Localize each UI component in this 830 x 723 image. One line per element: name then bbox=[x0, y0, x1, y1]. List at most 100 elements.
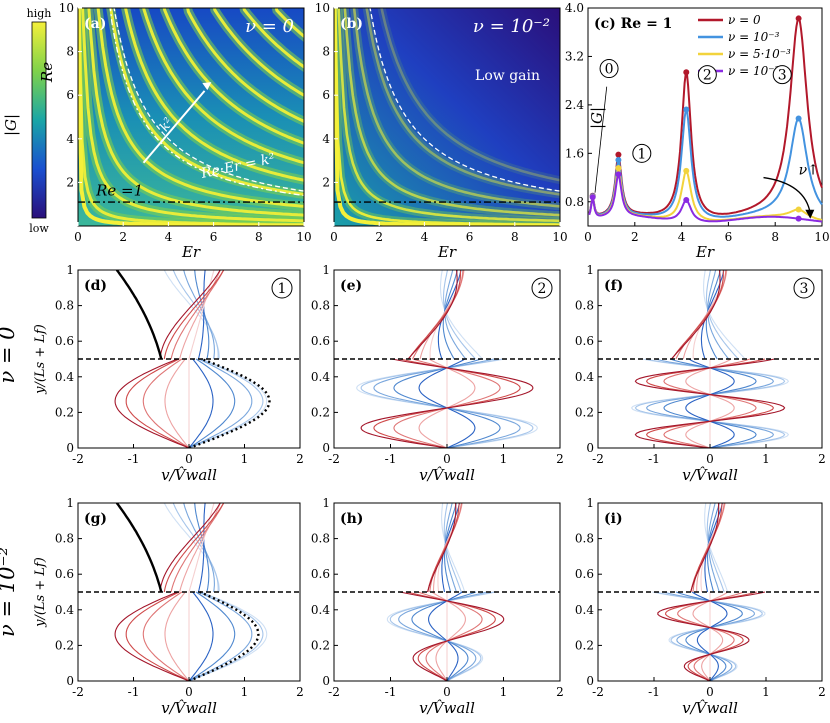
y-tick-label: 0.4 bbox=[575, 603, 594, 617]
y-tick-label: 4 bbox=[66, 132, 74, 146]
peak-point bbox=[795, 15, 802, 22]
y-tick-label: 1 bbox=[322, 496, 330, 510]
profile-curves bbox=[114, 270, 271, 448]
peak-point bbox=[795, 206, 802, 213]
y-tick-label: 0.8 bbox=[575, 299, 594, 313]
profile-curve-fluid bbox=[645, 358, 775, 448]
mode-marker-label: 2 bbox=[538, 281, 547, 297]
y-tick-label: 0.2 bbox=[55, 638, 74, 652]
y-tick-label: 0.8 bbox=[55, 532, 74, 546]
y-tick-label: 0.6 bbox=[311, 334, 330, 348]
x-tick-label: -2 bbox=[592, 452, 604, 466]
profile-curve-fluid bbox=[188, 591, 264, 681]
y-tick-label: 0.6 bbox=[55, 567, 74, 581]
x-tick-label: -1 bbox=[648, 685, 660, 699]
profile-curve-fluid bbox=[634, 358, 786, 448]
y-tick-label: 0.2 bbox=[311, 405, 330, 419]
gain-band bbox=[352, 8, 560, 208]
y-tick-label: 10 bbox=[315, 1, 330, 15]
profile-curve-fluid bbox=[125, 358, 190, 448]
gain-band bbox=[109, 8, 304, 196]
y-tick-label: 0.8 bbox=[565, 195, 584, 209]
profile-panel-f: -2 -1 0 1 2 0 0.2 0.4 0.6 0.8 1 v/V̂wall (f) 3 bbox=[575, 263, 826, 484]
y-tick-label: 0.6 bbox=[575, 567, 594, 581]
profile-curve-solid bbox=[671, 270, 724, 360]
profile-panel-g: -2 -1 0 1 2 0 0.2 0.4 0.6 0.8 1 v/V̂wall y/(Ls + Lf)… bbox=[33, 496, 304, 717]
y-axis-label: |G| bbox=[588, 107, 606, 129]
profile-curve-fluid bbox=[411, 591, 477, 681]
profile-curve-fluid bbox=[389, 591, 495, 681]
x-tick-label: 1 bbox=[762, 685, 770, 699]
profile-curve-fluid bbox=[645, 358, 775, 448]
profile-curve-fluid bbox=[188, 358, 253, 448]
x-tick-label: -1 bbox=[648, 452, 660, 466]
y-tick-label: 0.6 bbox=[575, 334, 594, 348]
x-tick-label: 2 bbox=[375, 230, 383, 244]
profile-curve-fluid bbox=[164, 358, 190, 448]
profile-curve-solid bbox=[441, 503, 466, 593]
profile-panel-e: -2 -1 0 1 2 0 0.2 0.4 0.6 0.8 1 v/V̂wall (e) 2 bbox=[311, 263, 564, 484]
series-line bbox=[588, 171, 823, 223]
envelope-solid bbox=[115, 503, 163, 593]
dashed-curve-upper bbox=[113, 8, 304, 192]
y-tick-label: 1 bbox=[66, 263, 74, 277]
mode-marker-label: 3 bbox=[800, 281, 809, 297]
x-tick-label: -1 bbox=[128, 685, 140, 699]
y-tick-label: 0.4 bbox=[311, 370, 330, 384]
x-tick-label: -2 bbox=[592, 685, 604, 699]
y-tick-label: 0.2 bbox=[311, 638, 330, 652]
mode-marker bbox=[793, 277, 815, 299]
y-axis-label: Re bbox=[38, 62, 56, 83]
gain-band-glow bbox=[362, 8, 560, 199]
profile-curve-fluid bbox=[634, 358, 786, 448]
colorbar-high-label: high bbox=[27, 7, 52, 20]
x-tick-label: 4 bbox=[421, 230, 429, 244]
x-tick-label: 2 bbox=[296, 685, 304, 699]
mode-marker bbox=[632, 143, 652, 163]
mode-marker-label: 1 bbox=[637, 146, 646, 162]
profile-curve-fluid bbox=[418, 358, 476, 448]
mode-marker bbox=[599, 59, 619, 79]
x-axis-label: Er bbox=[695, 243, 715, 261]
profile-curve-fluid bbox=[164, 591, 190, 681]
row-label-bottom: ν = 10⁻² bbox=[0, 547, 19, 637]
panel-label: (f) bbox=[604, 278, 623, 294]
k-arrow-head bbox=[202, 82, 212, 91]
y-tick-label: 3.2 bbox=[565, 49, 584, 63]
profile-curve-fluid bbox=[188, 358, 236, 448]
peak-point bbox=[683, 197, 690, 204]
x-tick-label: 0 bbox=[443, 685, 451, 699]
x-tick-label: 2 bbox=[296, 452, 304, 466]
y-axis-label: y/(Ls + Lf) bbox=[33, 557, 48, 628]
re-one-label: Re =1 bbox=[95, 181, 143, 199]
x-tick-label: 0 bbox=[706, 685, 714, 699]
y-tick-label: 6 bbox=[66, 88, 74, 102]
profile-curve-fluid bbox=[663, 358, 757, 448]
y-tick-label: 1 bbox=[322, 263, 330, 277]
profile-curve-fluid bbox=[373, 358, 521, 448]
x-tick-label: 0 bbox=[584, 230, 592, 244]
profile-curve-fluid bbox=[188, 358, 268, 448]
x-tick-label: 0 bbox=[706, 452, 714, 466]
profile-curve-fluid bbox=[360, 358, 534, 448]
panel-title: ν = 10⁻² bbox=[473, 16, 550, 37]
y-tick-label: 0.2 bbox=[575, 638, 594, 652]
envelope-solid bbox=[115, 270, 163, 360]
peak-point bbox=[589, 194, 596, 201]
profile-panel-h: -2 -1 0 1 2 0 0.2 0.4 0.6 0.8 1 v/V̂wall (h) bbox=[311, 496, 564, 717]
peak-point bbox=[615, 151, 622, 158]
profile-curve-fluid bbox=[114, 358, 190, 448]
x-tick-label: 2 bbox=[631, 230, 639, 244]
y-tick-label: 0.8 bbox=[311, 299, 330, 313]
profile-curve-fluid bbox=[360, 358, 534, 448]
profile-curve-solid bbox=[170, 270, 225, 360]
row-label-top: ν = 0 bbox=[0, 326, 19, 383]
peak-point bbox=[683, 106, 690, 113]
x-tick-label: 1 bbox=[241, 685, 249, 699]
profile-curve-solid bbox=[163, 503, 225, 593]
x-tick-label: 10 bbox=[296, 230, 311, 244]
x-tick-label: 0 bbox=[330, 230, 338, 244]
profile-curve-fluid bbox=[665, 591, 757, 681]
